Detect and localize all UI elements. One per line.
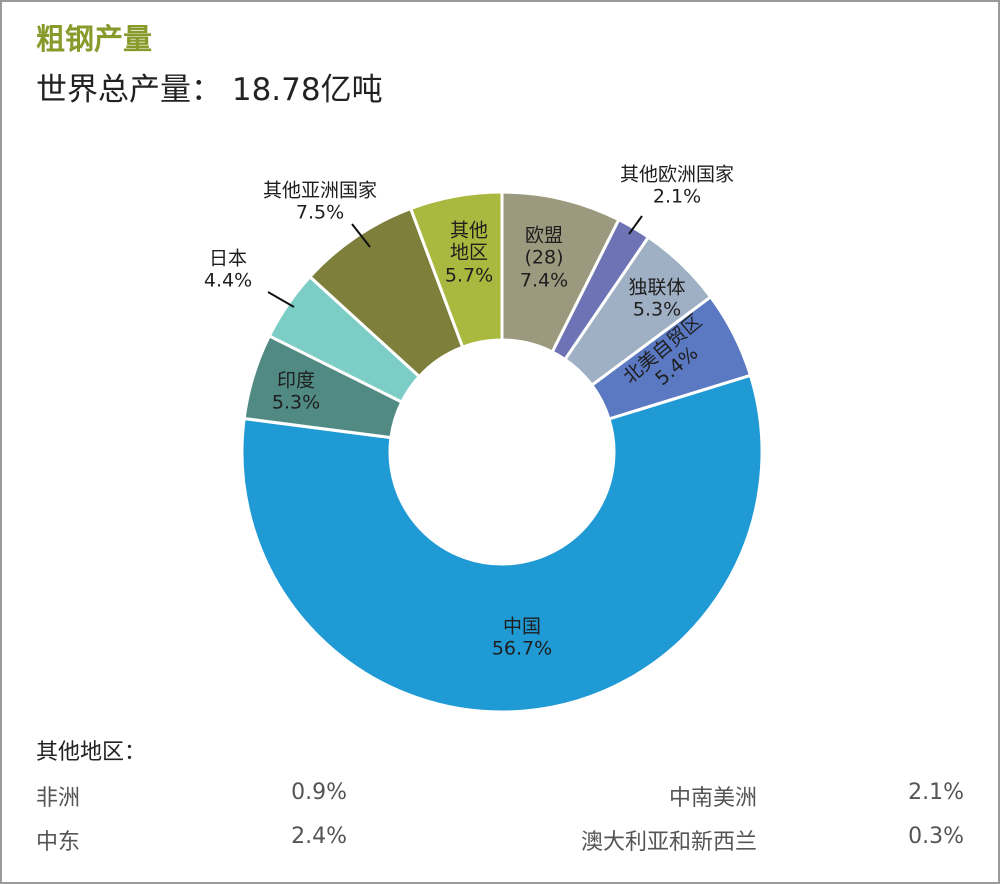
leader-line [351,223,371,248]
value-label: 56.7% [491,638,553,660]
value-label: 5.3% [271,392,321,414]
slice-label: 其他欧洲国家 2.1% [620,164,734,209]
region-value: 2.4% [291,824,347,849]
leader-line [267,291,295,308]
value-label: 5.7% [444,264,494,287]
region-name: 中南美洲 [668,786,757,811]
slice-label: 日本 4.4% [204,248,252,293]
category-label: 其他欧洲国家 [619,163,735,186]
value-label: 7.5% [295,202,345,224]
slice-label: 其他亚洲国家 7.5% [263,180,377,225]
region-name: 中东 [36,830,81,855]
slice-label: 独联体 5.3% [628,277,685,322]
leader-line [628,215,643,235]
slice-label: 其他地区 5.7% [445,219,493,286]
category-label: 中国 [502,615,542,638]
slice-label: 欧盟(28) 7.4% [518,224,570,291]
category-label: 其他亚洲国家 [262,179,378,202]
slice-label: 中国 56.7% [492,616,552,661]
region-name: 澳大利亚和新西兰 [580,830,757,855]
value-label: 4.4% [203,270,253,292]
region-value: 2.1% [908,780,964,805]
category-label: 日本 [208,247,247,270]
category-label: 印度 [276,369,315,392]
slice [408,190,504,350]
region-name: 非洲 [36,786,81,811]
value-label: 2.1% [652,186,702,208]
category-label: 其他地区 [449,219,488,264]
region-value: 0.9% [291,780,347,805]
other-regions-title: 其他地区： [36,740,147,765]
category-label: 欧盟(28) [524,224,564,269]
slice [240,373,764,714]
chart-subtitle: 世界总产量： 18.78亿吨 [36,72,383,108]
slice-label: 印度 5.3% [272,370,320,415]
category-label: 独联体 [628,276,686,299]
value-label: 7.4% [519,269,569,292]
chart-title: 粗钢产量 [36,22,153,56]
value-label: 5.3% [632,299,682,321]
region-value: 0.3% [908,824,964,849]
